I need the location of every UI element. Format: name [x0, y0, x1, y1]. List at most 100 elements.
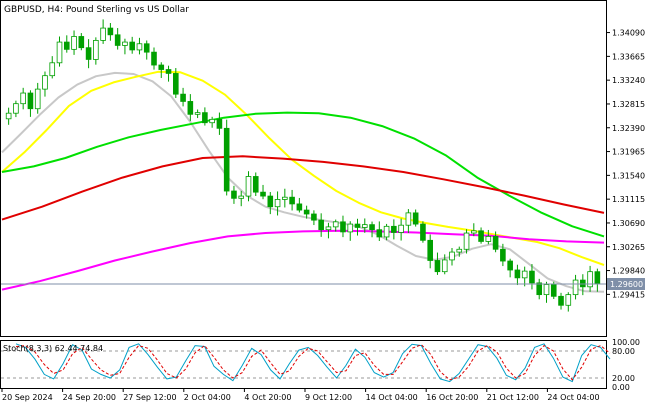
moving-average-line — [1, 155, 605, 221]
price-tick-label: 1.32815 — [612, 100, 645, 109]
candle-body — [376, 229, 383, 238]
stochastic-tick-label: 80.00 — [612, 347, 635, 356]
candle-body — [85, 47, 92, 60]
candle-body — [100, 27, 106, 41]
candle-body — [93, 40, 99, 60]
candle-body — [565, 294, 572, 306]
stochastic-tick-label: 0.00 — [612, 383, 630, 392]
candle-body — [369, 224, 375, 231]
candle-body — [456, 248, 463, 253]
candle-body — [71, 36, 77, 50]
candle-body — [20, 92, 26, 105]
candle-body — [347, 223, 354, 233]
candle-body — [5, 112, 12, 120]
candle-body — [558, 295, 564, 306]
candle-body — [383, 225, 390, 238]
candle-body — [543, 284, 550, 296]
time-tick-label: 16 Oct 20:00 — [426, 393, 478, 402]
candle-body — [296, 203, 303, 211]
candle-body — [260, 191, 266, 197]
price-tick-label: 1.29840 — [612, 267, 645, 276]
candle-body — [478, 230, 484, 242]
candle-body — [441, 259, 448, 273]
candle-body — [318, 219, 324, 231]
candle-body — [187, 101, 194, 115]
candle-body — [202, 112, 208, 124]
candle-body — [245, 176, 252, 197]
candle-body — [252, 176, 259, 193]
candle-body — [434, 260, 441, 273]
candle-body — [587, 271, 593, 288]
candle-body — [303, 209, 310, 215]
candle-body — [449, 251, 455, 261]
candle-body — [507, 260, 513, 271]
candle-body — [521, 270, 528, 279]
price-tick-label: 1.31115 — [612, 195, 645, 204]
candle-body — [580, 279, 586, 288]
price-tick-label: 1.30265 — [612, 243, 645, 252]
main-series-layer — [1, 19, 606, 312]
candle-body — [405, 212, 412, 226]
candle-body — [114, 34, 121, 46]
price-tick-label: 1.32390 — [612, 124, 645, 133]
candle-body — [325, 226, 332, 231]
candle-body — [56, 41, 63, 64]
candle-body — [594, 271, 601, 284]
moving-average-line — [1, 229, 605, 291]
candle-body — [27, 92, 34, 110]
candle-body — [194, 112, 201, 115]
time-tick-label: 14 Oct 04:00 — [366, 393, 418, 402]
stochastic-main-line — [15, 343, 611, 383]
stochastic-label: Stoch(8,3,3) 62.44 74.84 — [3, 344, 103, 353]
candle-body — [282, 196, 288, 200]
current-price-label: 1.29600 — [610, 280, 643, 289]
chart-title: GBPUSD, H4: Pound Sterling vs US Dollar — [4, 5, 189, 15]
time-tick-label: 4 Oct 20:00 — [244, 393, 291, 402]
candle-body — [485, 235, 492, 242]
time-tick-label: 24 Oct 04:00 — [547, 393, 599, 402]
candle-body — [427, 239, 433, 261]
time-tick-label: 24 Sep 20:00 — [63, 393, 116, 402]
candle-body — [216, 118, 223, 129]
candle-body — [529, 270, 535, 284]
price-axis: 1.34090 1.33665 1.33240 1.32815 1.32390 1.319… — [606, 29, 645, 299]
candle-body — [361, 224, 368, 228]
stochastic-tick-label: 20.00 — [612, 374, 635, 383]
candle-body — [391, 225, 397, 233]
stochastic-tick-label: 100.00 — [612, 338, 640, 347]
time-tick-label: 2 Oct 04:00 — [184, 393, 231, 402]
price-tick-label: 1.29415 — [612, 290, 645, 299]
candle-body — [165, 69, 172, 74]
moving-average-line — [1, 71, 605, 293]
candle-body — [572, 279, 579, 296]
candle-body — [107, 27, 114, 36]
candle-body — [180, 93, 186, 102]
candle-body — [311, 213, 317, 221]
candle-body — [492, 235, 499, 250]
candle-body — [550, 284, 557, 297]
candle-body — [151, 51, 157, 66]
price-tick-label: 1.33665 — [612, 52, 645, 61]
candle-body — [173, 73, 179, 95]
candle-body — [267, 195, 274, 208]
candle-body — [129, 41, 135, 51]
candle-body — [231, 190, 237, 199]
candle-body — [209, 118, 215, 124]
candle-body — [420, 223, 426, 241]
time-tick-label: 27 Sep 12:00 — [123, 393, 176, 402]
candle-body — [143, 43, 150, 53]
stochastic-signal-line — [15, 344, 611, 381]
time-tick-label: 20 Sep 2024 — [2, 393, 53, 402]
candle-body — [13, 103, 19, 114]
price-tick-label: 1.30690 — [612, 219, 645, 228]
candle-body — [122, 41, 128, 46]
moving-average-line — [1, 111, 605, 238]
candle-body — [398, 224, 404, 233]
price-tick-label: 1.33240 — [612, 76, 645, 85]
candle-body — [49, 62, 56, 77]
time-axis: 20 Sep 2024 24 Sep 20:00 27 Sep 12:00 2 Oct… — [1, 388, 600, 402]
candle-body — [354, 223, 361, 228]
